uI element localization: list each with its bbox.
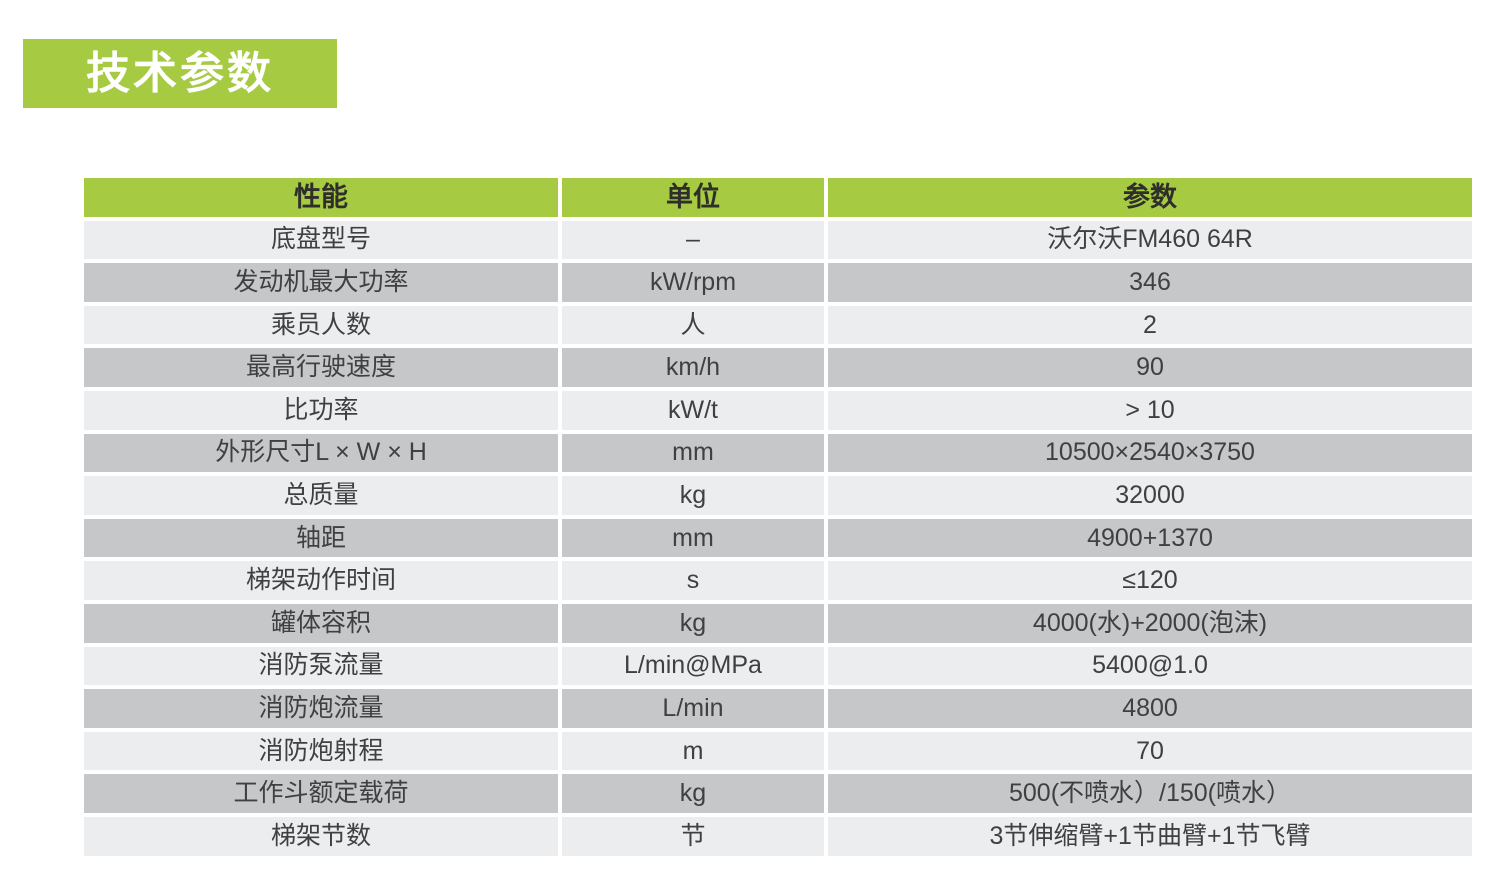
value-cell: 参数 — [828, 178, 1472, 217]
table-row: 底盘型号 – 沃尔沃FM460 64R — [84, 220, 1472, 260]
performance-cell: 乘员人数 — [84, 305, 558, 345]
table-row: 总质量 kg 32000 — [84, 476, 1472, 515]
table-header-row: 性能 单位 参数 — [84, 178, 1472, 217]
value-cell: ≤120 — [828, 561, 1472, 600]
table-row: 外形尺寸L × W × H mm 10500×2540×3750 — [84, 433, 1472, 473]
unit-cell: km/h — [562, 348, 824, 387]
value-cell: 5400@1.0 — [828, 646, 1472, 686]
value-cell: > 10 — [828, 390, 1472, 430]
unit-cell: kW/rpm — [562, 263, 824, 302]
value-cell: 4800 — [828, 689, 1472, 728]
performance-cell: 性能 — [84, 178, 558, 217]
performance-cell: 比功率 — [84, 390, 558, 430]
unit-cell: L/min@MPa — [562, 646, 824, 686]
unit-cell: kg — [562, 476, 824, 515]
section-title: 技术参数 — [86, 48, 274, 98]
performance-cell: 最高行驶速度 — [84, 348, 558, 387]
table-row: 梯架动作时间 s ≤120 — [84, 561, 1472, 600]
value-cell: 500(不喷水）/150(喷水） — [828, 774, 1472, 813]
unit-cell: s — [562, 561, 824, 600]
unit-cell: 单位 — [562, 178, 824, 217]
table-row: 比功率 kW/t > 10 — [84, 390, 1472, 430]
unit-cell: kg — [562, 774, 824, 813]
value-cell: 沃尔沃FM460 64R — [828, 220, 1472, 260]
unit-cell: mm — [562, 433, 824, 473]
unit-cell: mm — [562, 518, 824, 558]
table-row: 轴距 mm 4900+1370 — [84, 518, 1472, 558]
value-cell: 4900+1370 — [828, 518, 1472, 558]
performance-cell: 消防炮射程 — [84, 731, 558, 771]
performance-cell: 底盘型号 — [84, 220, 558, 260]
unit-cell: kW/t — [562, 390, 824, 430]
spec-table: 性能 单位 参数 底盘型号 – 沃尔沃FM460 64R 发动机最大功率 kW/… — [84, 178, 1472, 856]
performance-cell: 消防炮流量 — [84, 689, 558, 728]
section-title-box: 技术参数 — [23, 39, 337, 108]
performance-cell: 消防泵流量 — [84, 646, 558, 686]
performance-cell: 外形尺寸L × W × H — [84, 433, 558, 473]
value-cell: 4000(水)+2000(泡沫) — [828, 603, 1472, 643]
table-row: 梯架节数 节 3节伸缩臂+1节曲臂+1节飞臂 — [84, 816, 1472, 856]
table-row: 消防炮流量 L/min 4800 — [84, 689, 1472, 728]
value-cell: 90 — [828, 348, 1472, 387]
unit-cell: L/min — [562, 689, 824, 728]
unit-cell: kg — [562, 603, 824, 643]
value-cell: 346 — [828, 263, 1472, 302]
unit-cell: – — [562, 220, 824, 260]
value-cell: 3节伸缩臂+1节曲臂+1节飞臂 — [828, 816, 1472, 856]
performance-cell: 总质量 — [84, 476, 558, 515]
performance-cell: 罐体容积 — [84, 603, 558, 643]
table-row: 罐体容积 kg 4000(水)+2000(泡沫) — [84, 603, 1472, 643]
unit-cell: 节 — [562, 816, 824, 856]
unit-cell: 人 — [562, 305, 824, 345]
value-cell: 70 — [828, 731, 1472, 771]
performance-cell: 轴距 — [84, 518, 558, 558]
performance-cell: 梯架动作时间 — [84, 561, 558, 600]
performance-cell: 梯架节数 — [84, 816, 558, 856]
table-row: 消防泵流量 L/min@MPa 5400@1.0 — [84, 646, 1472, 686]
performance-cell: 工作斗额定载荷 — [84, 774, 558, 813]
value-cell: 32000 — [828, 476, 1472, 515]
table-row: 乘员人数 人 2 — [84, 305, 1472, 345]
table-row: 消防炮射程 m 70 — [84, 731, 1472, 771]
table-row: 最高行驶速度 km/h 90 — [84, 348, 1472, 387]
table-row: 发动机最大功率 kW/rpm 346 — [84, 263, 1472, 302]
value-cell: 10500×2540×3750 — [828, 433, 1472, 473]
table-row: 工作斗额定载荷 kg 500(不喷水）/150(喷水） — [84, 774, 1472, 813]
value-cell: 2 — [828, 305, 1472, 345]
performance-cell: 发动机最大功率 — [84, 263, 558, 302]
unit-cell: m — [562, 731, 824, 771]
